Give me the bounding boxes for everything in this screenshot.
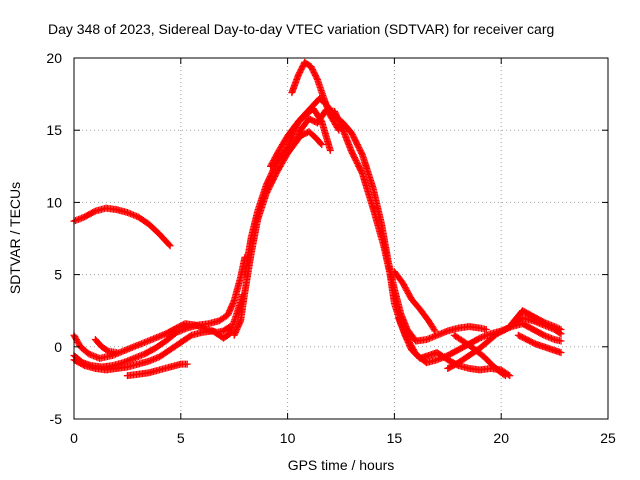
data-point xyxy=(500,371,508,379)
data-point xyxy=(326,146,334,154)
x-tick-label: 25 xyxy=(600,430,616,446)
series-early-low-c xyxy=(70,291,247,374)
data-point xyxy=(501,372,509,380)
data-point xyxy=(557,349,565,357)
x-tick-label: 20 xyxy=(493,430,509,446)
data-point xyxy=(557,325,565,333)
data-point xyxy=(165,241,173,249)
data-point xyxy=(557,337,565,345)
data-point xyxy=(335,126,343,134)
series-late-shoulder xyxy=(390,268,439,335)
grid-lines xyxy=(74,58,608,419)
series-peak-d xyxy=(290,128,326,149)
x-axis-label: GPS time / hours xyxy=(288,457,395,473)
chart-title: Day 348 of 2023, Sidereal Day-to-day VTE… xyxy=(48,21,554,37)
data-point xyxy=(318,141,326,149)
data-point xyxy=(555,325,563,333)
data-point xyxy=(313,74,321,82)
data-point xyxy=(183,360,191,368)
data-point xyxy=(113,349,121,357)
data-point xyxy=(482,325,490,333)
x-tick-label: 5 xyxy=(177,430,185,446)
series-late-tail xyxy=(508,307,565,333)
series-short-lower xyxy=(123,360,191,380)
y-tick-label: 10 xyxy=(46,194,62,210)
data-point xyxy=(551,323,559,331)
data-point xyxy=(430,325,438,333)
x-tick-label: 10 xyxy=(280,430,296,446)
data-point xyxy=(103,346,111,354)
series-peak-c xyxy=(267,105,334,170)
y-tick-label: 20 xyxy=(46,50,62,66)
series-early-low-b xyxy=(70,253,249,371)
data-point xyxy=(317,139,325,147)
tick-labels: 0 5 10 15 20 25 -5 0 5 10 15 20 xyxy=(46,50,616,446)
data-point xyxy=(552,323,560,331)
x-tick-label: 15 xyxy=(387,430,403,446)
series-late-low-tail xyxy=(514,331,565,357)
series-short-low xyxy=(91,336,121,357)
series-late-crossdown xyxy=(450,331,509,380)
series-early-high xyxy=(70,204,174,250)
data-point xyxy=(166,242,174,250)
data-point xyxy=(554,324,562,332)
y-tick-label: 5 xyxy=(54,267,62,283)
axis-ticks xyxy=(73,57,609,420)
data-point xyxy=(431,327,439,335)
x-tick-label: 0 xyxy=(70,430,78,446)
data-markers xyxy=(70,58,565,380)
y-tick-label: 15 xyxy=(46,122,62,138)
plot-frame xyxy=(73,57,609,420)
data-point xyxy=(334,125,342,133)
series-spike xyxy=(288,58,343,134)
y-tick-label: -5 xyxy=(50,411,63,427)
y-axis-label: SDTVAR / TECUs xyxy=(7,182,23,294)
y-tick-label: 0 xyxy=(54,339,62,355)
series-peak-b xyxy=(241,94,490,345)
